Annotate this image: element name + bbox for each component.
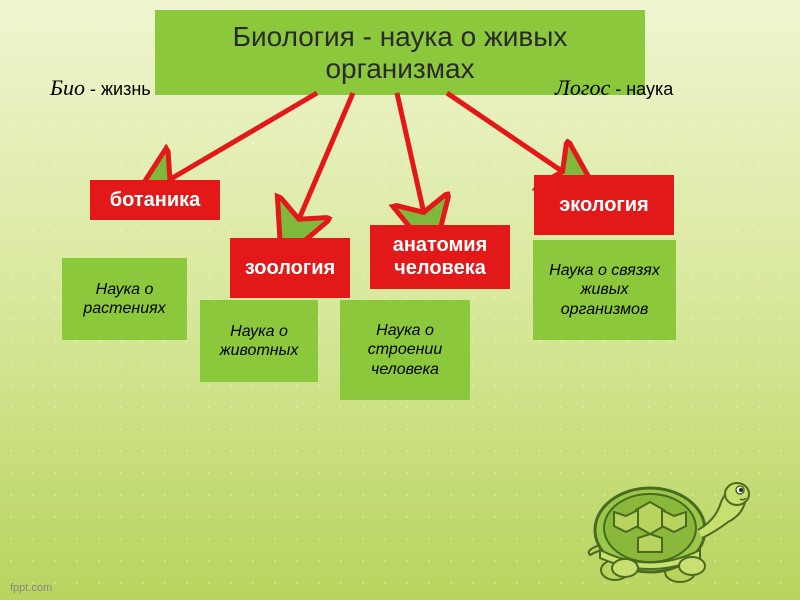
branch-zoology-label: зоология (245, 257, 335, 280)
desc-ecology: Наука о связях живых организмов (533, 240, 676, 340)
right-label: Логос - наука (555, 75, 673, 101)
left-label-prefix: Био (50, 75, 85, 100)
desc-anatomy: Наука о строении человека (340, 300, 470, 400)
branch-botany: ботаника (90, 180, 220, 220)
branch-anatomy: анатомия человека (370, 225, 510, 289)
branch-zoology: зоология (230, 238, 350, 298)
desc-zoology: Наука о животных (200, 300, 318, 382)
footer-credit: fppt.com (10, 582, 52, 594)
right-label-prefix: Логос (555, 75, 610, 100)
right-label-rest: - наука (610, 79, 673, 99)
left-label-rest: - жизнь (85, 79, 151, 99)
desc-ecology-text: Наука о связях живых организмов (541, 261, 668, 319)
desc-botany-text: Наука о растениях (70, 280, 179, 318)
desc-anatomy-text: Наука о строении человека (348, 321, 462, 379)
branch-anatomy-label: анатомия человека (374, 234, 506, 280)
branch-botany-label: ботаника (110, 189, 201, 212)
desc-botany: Наука о растениях (62, 258, 187, 340)
left-label: Био - жизнь (50, 75, 151, 101)
turtle-illustration (570, 460, 750, 590)
desc-zoology-text: Наука о животных (208, 322, 310, 360)
branch-ecology: экология (534, 175, 674, 235)
branch-ecology-label: экология (559, 194, 648, 217)
